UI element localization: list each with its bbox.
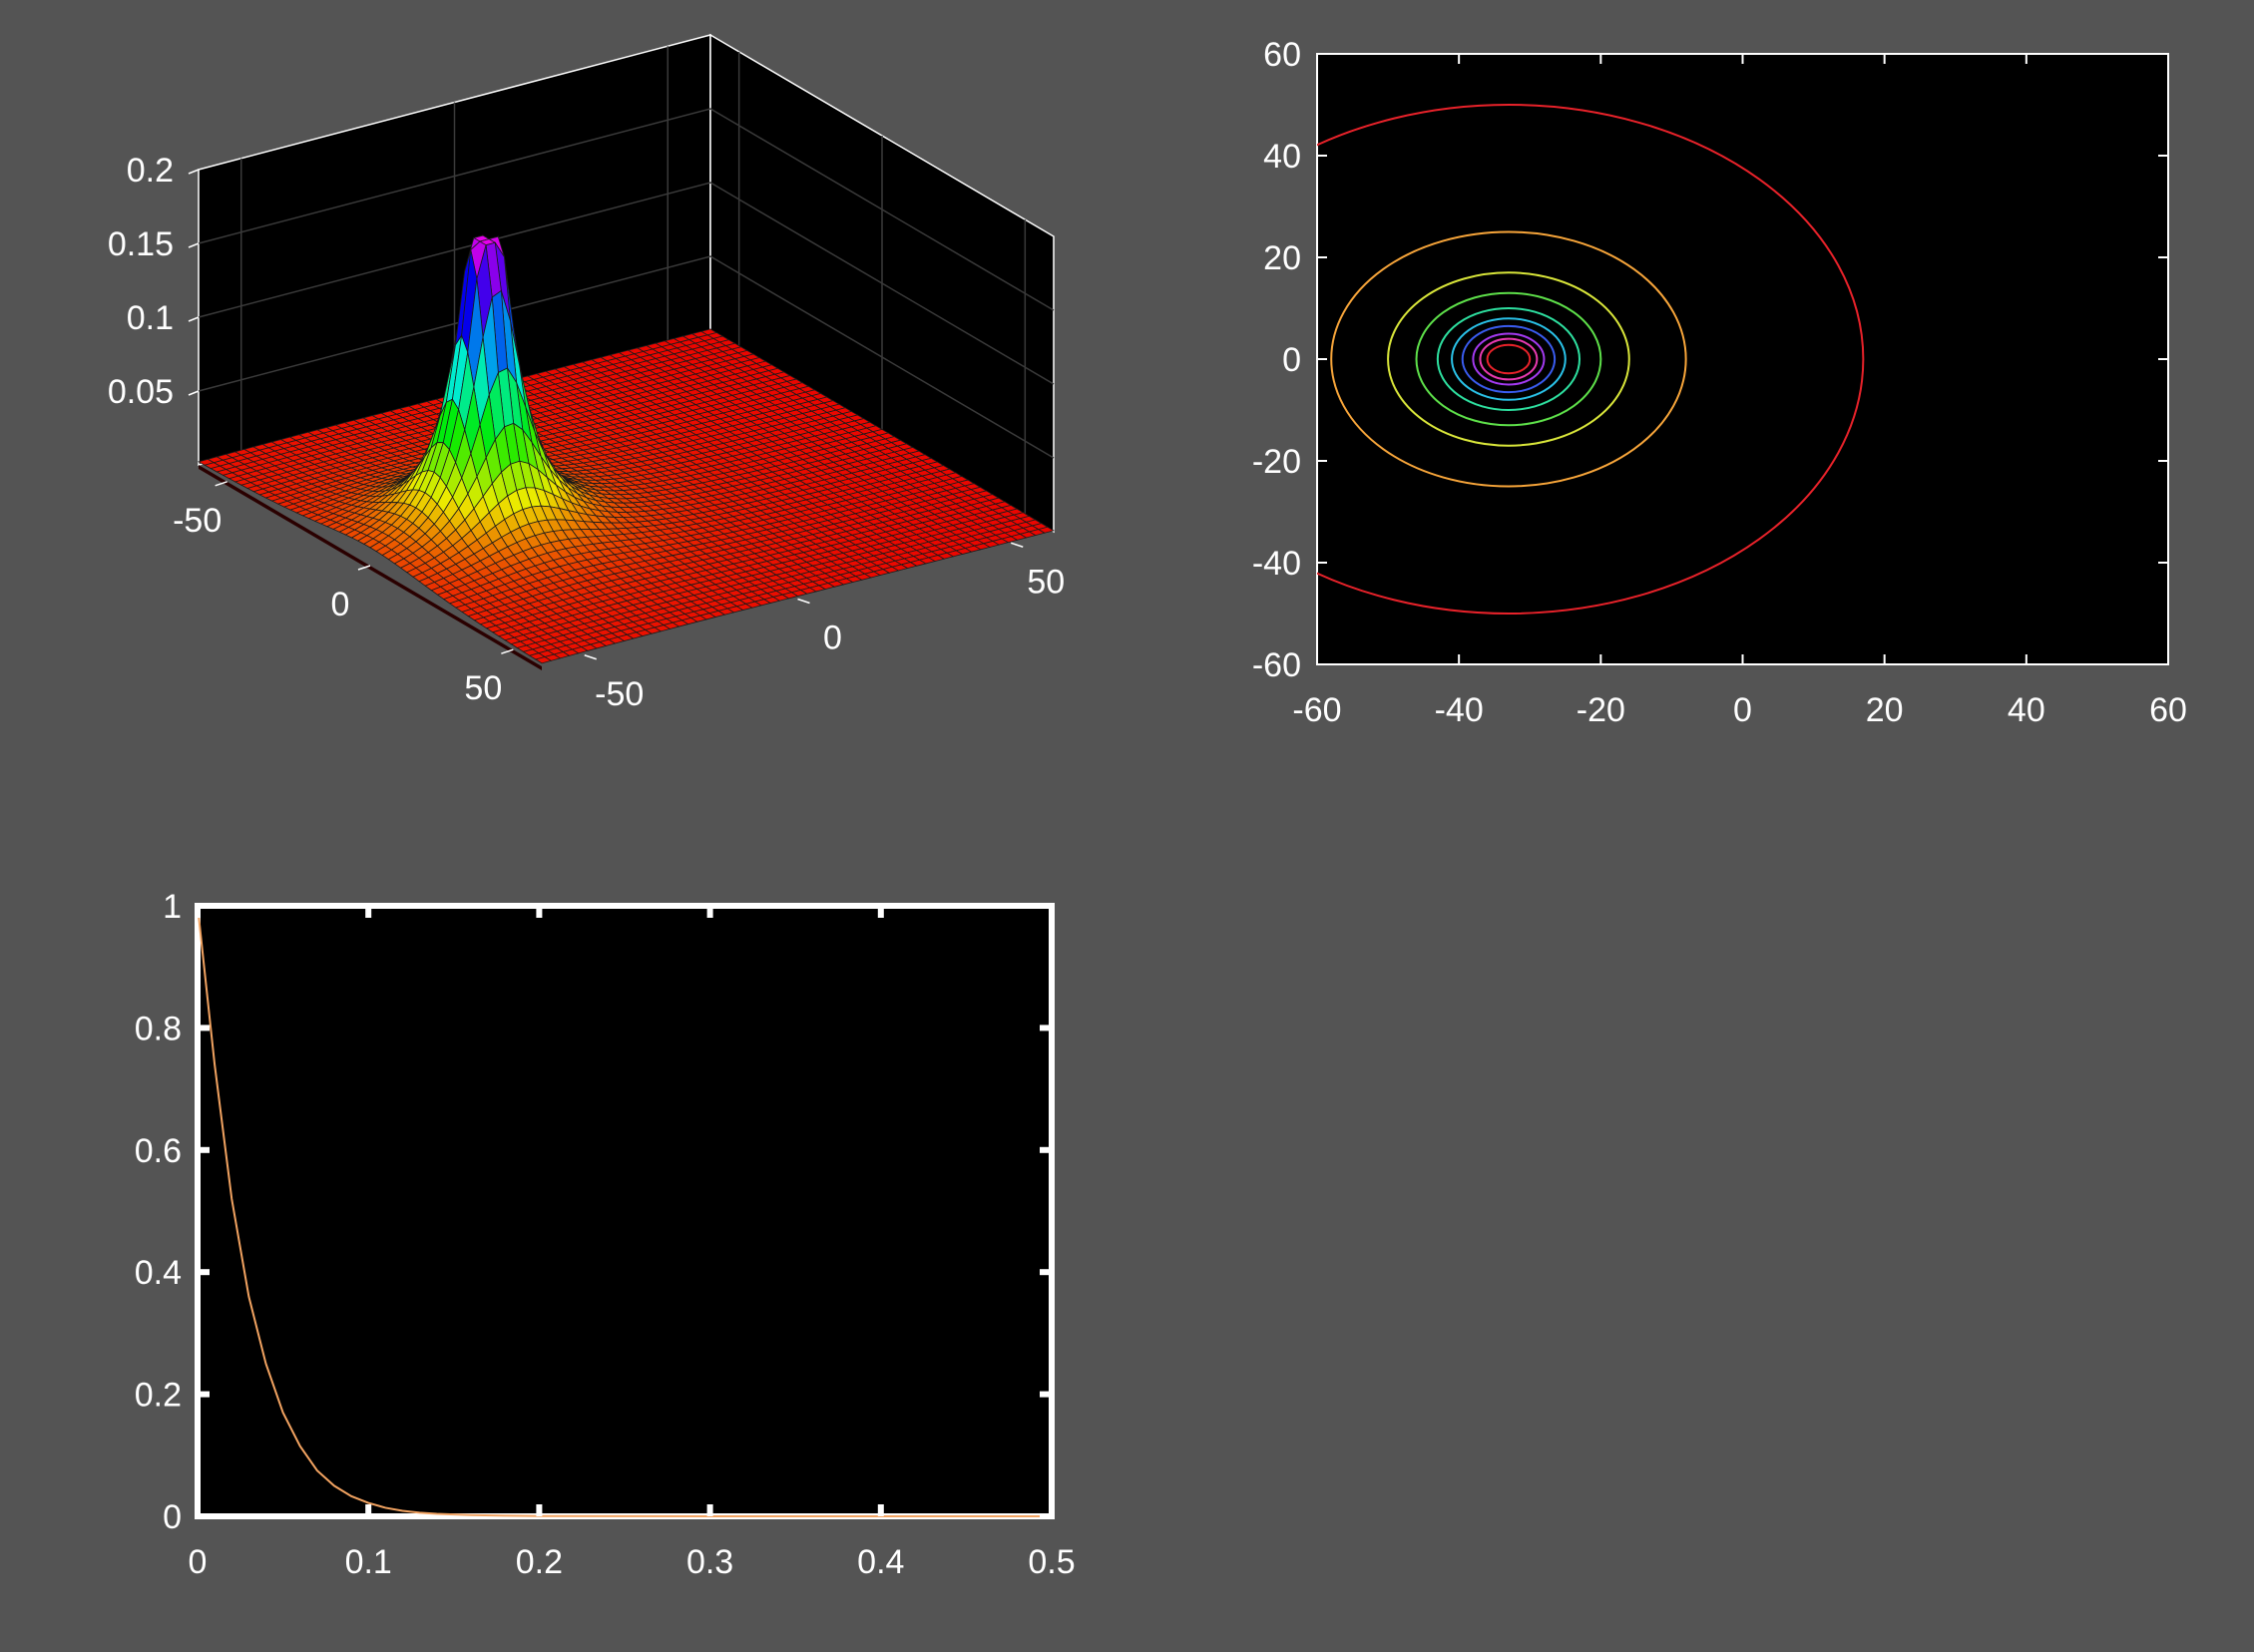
contour-level-line (1415, 291, 1602, 427)
x-tick-label: 60 (2149, 691, 2187, 729)
x-tick-label: 0.1 (345, 1543, 392, 1581)
y-tick-label: 20 (1263, 239, 1301, 277)
y-tick-label: 0.6 (135, 1132, 182, 1170)
y-tick (357, 565, 371, 571)
y-tick-label: 50 (464, 669, 502, 707)
y-tick-label: 0 (331, 586, 350, 623)
contour-axes-box (1316, 53, 2169, 665)
line-ticks (195, 903, 1055, 1519)
contour-level-line (1436, 307, 1581, 411)
surface-plot: 0.05 0.1 0.15 0.2 -50 0 50 -50 0 50 (108, 33, 1065, 713)
contour-level-line (1387, 271, 1630, 447)
contour-level-line (1451, 317, 1567, 401)
x-tick-label: 0.5 (1028, 1543, 1075, 1581)
y-tick-label: 0 (163, 1498, 182, 1536)
y-tick-label: 40 (1263, 138, 1301, 176)
x-tick-label: -20 (1577, 691, 1625, 729)
contour-level-line (1486, 343, 1532, 375)
contour-level-line (1317, 104, 1865, 615)
x-tick-label: 0 (823, 620, 842, 657)
contour-ticks (1316, 53, 2169, 665)
z-tick (188, 169, 200, 175)
contour-level-line (1461, 324, 1557, 394)
x-tick-label: 20 (1866, 691, 1904, 729)
y-tick-label: -20 (1252, 443, 1301, 481)
x-tick-label: 50 (1027, 563, 1065, 601)
x-tick-label: 0.2 (516, 1543, 563, 1581)
line-axes-box (195, 903, 1055, 1519)
z-tick-label: 0.2 (127, 152, 174, 190)
contour-lines (1317, 104, 1865, 615)
y-tick (215, 481, 227, 487)
contour-plot: -60 -40 -20 0 20 40 60 60 40 20 0 -20 -40 -60 (1252, 36, 2187, 729)
y-tick-label: 1 (163, 888, 182, 926)
y-tick-label: 0.8 (135, 1010, 182, 1047)
x-tick-label: -50 (595, 675, 644, 713)
y-tick-label: -50 (173, 502, 222, 540)
y-tick-label: 0 (1282, 341, 1301, 379)
line-tick-labels: 0 0.1 0.2 0.3 0.4 0.5 0 0.2 0.4 0.6 0.8 1 (135, 888, 1076, 1581)
x-tick (584, 654, 597, 660)
contour-tick-labels: -60 -40 -20 0 20 40 60 60 40 20 0 -20 -40 -60 (1252, 36, 2187, 729)
y-tick-label: -60 (1252, 646, 1301, 684)
line-plot: 0 0.1 0.2 0.3 0.4 0.5 0 0.2 0.4 0.6 0.8 1 (135, 888, 1076, 1581)
x-tick (1011, 542, 1024, 548)
surface-tick-labels: 0.05 0.1 0.15 0.2 -50 0 50 -50 0 50 (108, 152, 1065, 713)
y-tick (501, 648, 514, 654)
surface-ticks (188, 169, 1024, 660)
grid-line (198, 182, 1055, 385)
y-tick-label: 0.4 (135, 1254, 182, 1292)
x-tick-label: -60 (1292, 691, 1341, 729)
z-tick-label: 0.05 (108, 373, 174, 411)
x-tick-label: 0.4 (857, 1543, 904, 1581)
x-tick (797, 598, 810, 605)
x-tick-label: -40 (1435, 691, 1484, 729)
surface-floor-edge (199, 465, 542, 670)
z-tick-label: 0.15 (108, 225, 174, 263)
x-tick-label: 40 (2008, 691, 2045, 729)
z-tick (188, 242, 200, 248)
grid-line (198, 108, 1055, 311)
surface-cell (534, 656, 553, 664)
contour-level-line (1479, 337, 1539, 381)
z-tick-label: 0.1 (127, 299, 174, 337)
x-tick-label: 0.3 (686, 1543, 733, 1581)
y-tick-label: -40 (1252, 545, 1301, 583)
y-tick-label: 0.2 (135, 1377, 182, 1415)
x-tick-label: 0 (189, 1543, 208, 1581)
x-tick-label: 0 (1733, 691, 1752, 729)
surface-mesh (197, 233, 1056, 664)
surface-grid-lines (198, 46, 1055, 516)
contour-level-line (1330, 230, 1687, 488)
z-tick (188, 390, 200, 396)
contour-level-line (1472, 332, 1546, 386)
y-tick-label: 60 (1263, 36, 1301, 74)
z-tick (188, 316, 200, 322)
grid-line (198, 255, 1055, 459)
